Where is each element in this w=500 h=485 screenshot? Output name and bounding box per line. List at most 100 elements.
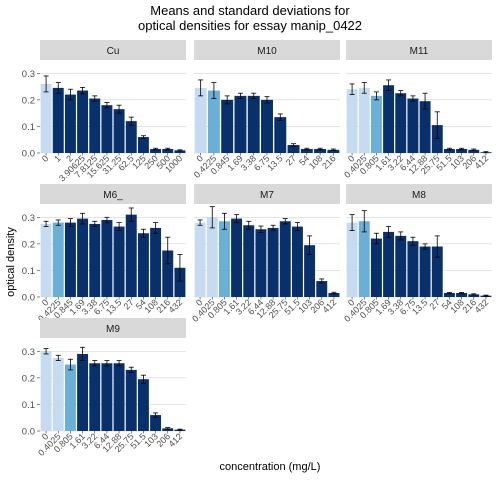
x-tick-label: 216 [320,153,338,171]
bar [206,217,218,297]
bar [274,117,287,153]
bar [279,221,291,297]
chart-title-line1: Means and standard deviations for [150,3,350,18]
x-tick-label: 13.5 [265,153,284,172]
x-tick-label: 412 [167,431,185,449]
bar [162,149,174,153]
bar [370,95,382,153]
bar [64,94,76,153]
y-tick-label: 0.1 [22,400,35,411]
bar [358,87,370,153]
bar [443,149,455,153]
bar [77,90,89,153]
bar [243,225,255,297]
x-tick-label: 2 [64,153,75,164]
bar [443,293,455,297]
panel-strip-label: M8 [412,190,426,201]
y-tick-label: 0.0 [22,427,35,438]
bar [207,90,220,153]
panel-strip [40,318,186,338]
bar [125,121,137,153]
bar [162,250,174,297]
x-tick-label: 432 [167,297,185,315]
panel-strip [40,40,186,60]
panel-strip-label: M11 [410,46,429,57]
bar [395,93,407,153]
bar [468,149,480,153]
x-tick-label: 0 [40,431,51,442]
bar [431,246,443,297]
x-tick-label: 412 [321,297,339,315]
x-tick-label: 432 [473,297,491,315]
bar [52,222,64,297]
bar [407,241,419,297]
bar [150,227,162,297]
bar [64,364,76,431]
x-tick-label: 0 [346,153,357,164]
y-tick-label: 0.0 [22,149,35,160]
y-tick-label: 0.2 [22,373,35,384]
y-axis-title: optical density [5,227,17,297]
panel-strip-label: M7 [260,190,274,201]
y-tick-label: 0.0 [22,293,35,304]
bar [77,218,89,297]
bar [101,219,113,297]
bar [468,294,480,297]
panel-strip-label: Cu [107,46,120,57]
bar [346,222,358,297]
x-tick-label: 0 [40,297,51,308]
x-tick-label: 0 [194,153,205,164]
panel-strip [194,184,340,204]
y-tick-label: 0.1 [22,122,35,133]
x-tick-label: 0 [194,297,205,308]
bar [174,150,186,153]
y-tick-label: 0.3 [22,69,35,80]
bar [150,415,162,431]
bar [101,363,113,431]
bar [456,149,468,153]
bar [456,293,468,297]
bar [267,227,279,297]
y-tick-label: 0.2 [22,95,35,106]
bar [419,101,431,153]
bar [137,379,149,431]
x-tick-label: 412 [473,153,491,171]
panel-strip [194,40,340,60]
y-tick-label: 0.3 [22,347,35,358]
bar [316,281,328,297]
bar [346,89,358,153]
bar [358,221,370,297]
bar [113,226,125,297]
bar [234,95,247,153]
bar [255,229,267,297]
bar [328,293,340,297]
x-axis-title: concentration (mg/L) [220,461,321,473]
chart-title-line2: optical densities for essay manip_0422 [138,18,362,33]
bar [247,95,260,153]
bar [370,238,382,297]
bar [261,99,273,153]
y-tick-label: 0.1 [22,266,35,277]
bar [174,267,186,297]
panel-strip-label: M6_ [103,190,123,201]
bar [221,99,234,153]
bar [137,233,149,297]
bar [383,85,395,153]
x-tick-label: 0 [346,297,357,308]
x-tick-label: 1 [52,153,63,164]
panel-strip [40,184,186,204]
panel-strip-label: M10 [257,46,277,57]
bar [77,353,89,431]
bar [89,98,101,153]
bar [137,137,149,153]
bar [300,149,313,153]
bar [431,125,443,153]
bar [40,223,52,297]
bar [287,145,300,153]
bar [291,226,303,297]
bar [218,221,230,297]
bar [395,235,407,297]
bar [150,149,162,153]
bar [194,87,207,153]
